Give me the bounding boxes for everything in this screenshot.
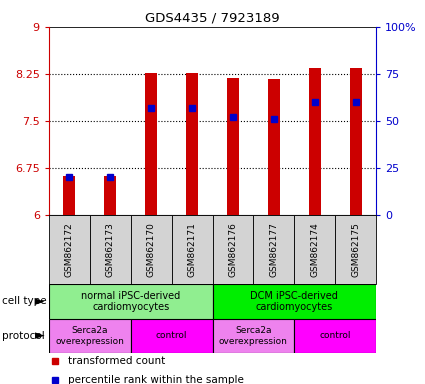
Text: percentile rank within the sample: percentile rank within the sample xyxy=(68,375,244,384)
Bar xyxy=(309,68,321,215)
Text: protocol: protocol xyxy=(2,331,45,341)
Bar xyxy=(186,73,198,215)
Text: Serca2a
overexpression: Serca2a overexpression xyxy=(55,326,124,346)
Text: normal iPSC-derived
cardiomyocytes: normal iPSC-derived cardiomyocytes xyxy=(81,291,180,312)
Text: control: control xyxy=(320,331,351,341)
Bar xyxy=(172,215,212,284)
Text: cell type: cell type xyxy=(2,296,47,306)
Text: ►: ► xyxy=(35,329,45,343)
Bar xyxy=(49,215,90,284)
Bar xyxy=(268,79,280,215)
Bar xyxy=(335,215,376,284)
Text: GSM862177: GSM862177 xyxy=(269,222,278,277)
Bar xyxy=(131,215,172,284)
Bar xyxy=(253,215,294,284)
Bar xyxy=(212,215,253,284)
Bar xyxy=(349,68,362,215)
Bar xyxy=(145,73,157,215)
Bar xyxy=(227,78,239,215)
Text: GSM862174: GSM862174 xyxy=(310,222,319,277)
Text: GSM862175: GSM862175 xyxy=(351,222,360,277)
Text: Serca2a
overexpression: Serca2a overexpression xyxy=(219,326,288,346)
Bar xyxy=(90,215,131,284)
Bar xyxy=(294,319,376,353)
Text: GSM862176: GSM862176 xyxy=(229,222,238,277)
Bar xyxy=(63,175,76,215)
Text: control: control xyxy=(156,331,187,341)
Bar xyxy=(212,319,294,353)
Text: GSM862170: GSM862170 xyxy=(147,222,156,277)
Text: DCM iPSC-derived
cardiomyocytes: DCM iPSC-derived cardiomyocytes xyxy=(250,291,338,312)
Bar xyxy=(49,319,131,353)
Text: ►: ► xyxy=(35,295,45,308)
Bar xyxy=(49,284,212,319)
Text: GSM862173: GSM862173 xyxy=(106,222,115,277)
Text: GSM862172: GSM862172 xyxy=(65,222,74,277)
Text: GSM862171: GSM862171 xyxy=(187,222,196,277)
Text: GDS4435 / 7923189: GDS4435 / 7923189 xyxy=(145,12,280,25)
Bar xyxy=(104,176,116,215)
Bar xyxy=(294,215,335,284)
Bar xyxy=(212,284,376,319)
Text: transformed count: transformed count xyxy=(68,356,165,366)
Bar xyxy=(131,319,212,353)
